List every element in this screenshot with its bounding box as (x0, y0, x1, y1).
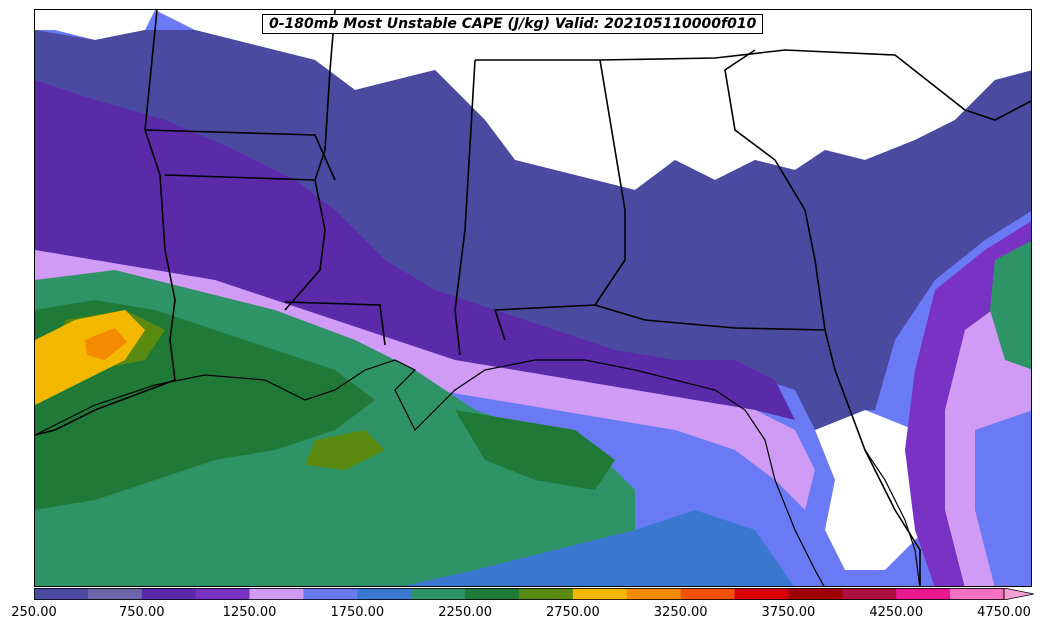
colorbar-segment (788, 588, 843, 600)
colorbar-segment (950, 588, 1005, 600)
colorbar-segment (249, 588, 304, 600)
cape-2750-olive-2 (305, 430, 385, 470)
colorbar-tick-label: 250.00 (11, 605, 57, 620)
colorbar-segment (411, 588, 466, 600)
colorbar-tick-label: 1250.00 (222, 605, 277, 620)
colorbar-extend-arrow (1003, 588, 1034, 600)
colorbar-tick-label: 2250.00 (438, 605, 492, 620)
coastline (35, 359, 921, 586)
colorbar-segment (87, 588, 143, 600)
colorbar-segment (572, 588, 628, 600)
colorbar-segment (141, 588, 197, 600)
colorbar-segment (519, 588, 574, 600)
colorbar-segment (357, 588, 412, 600)
colorbar-segment (680, 588, 736, 600)
map-canvas (35, 10, 1031, 586)
colorbar (34, 588, 1034, 600)
colorbar-segment (34, 588, 89, 600)
cape-atlantic-teal (990, 241, 1031, 370)
colorbar-segment (842, 588, 897, 600)
colorbar-tick-label: 3250.00 (653, 605, 708, 620)
cape-map (34, 9, 1032, 587)
colorbar-tick-label: 750.00 (119, 605, 165, 620)
cape-3250-orange (85, 328, 127, 360)
cape-atlantic-blue (975, 410, 1031, 586)
colorbar-segment (303, 588, 358, 600)
colorbar-segment (626, 588, 682, 600)
colorbar-tick-label: 4250.00 (869, 605, 924, 620)
cape-1750-blue (403, 510, 794, 586)
colorbar-tick-label: 2750.00 (545, 605, 600, 620)
map-title: 0-180mb Most Unstable CAPE (J/kg) Valid:… (262, 14, 764, 34)
colorbar-segment (465, 588, 520, 600)
colorbar-tick-label: 3750.00 (761, 605, 816, 620)
cape-500-1000 (35, 80, 795, 420)
no-cape-area-northwest (35, 10, 155, 40)
no-cape-area-north (155, 10, 1031, 190)
colorbar-segment (195, 588, 251, 600)
state-boundaries (35, 10, 1031, 586)
colorbar-border (34, 588, 1005, 600)
cape-2250-green-2 (455, 410, 615, 490)
colorbar-tick-label: 4750.00 (977, 605, 1031, 620)
cape-250-500 (35, 30, 1031, 430)
colorbar-segment (896, 588, 951, 600)
colorbar-segment (734, 588, 789, 600)
colorbar-tick-label: 1750.00 (330, 605, 385, 620)
